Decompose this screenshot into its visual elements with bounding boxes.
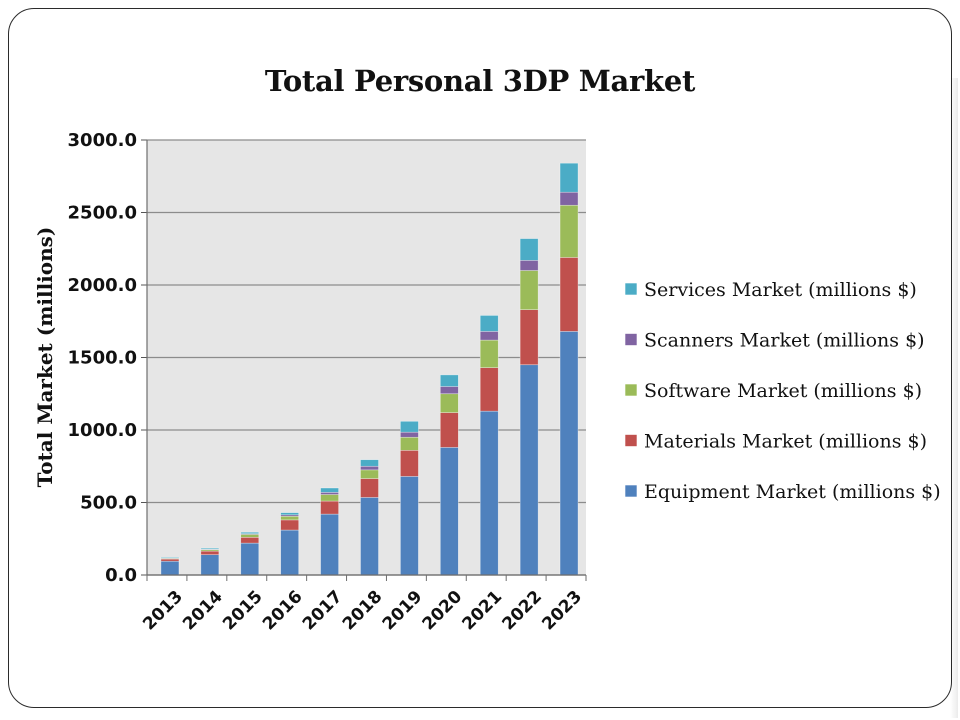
bar-segment [440, 386, 459, 395]
legend-label: Materials Market (millions $) [644, 431, 927, 453]
bar-segment [400, 476, 419, 576]
bar-segment [280, 519, 299, 531]
bar-segment [400, 436, 419, 451]
y-tick-label: 1500.0 [68, 348, 137, 369]
bar-segment [479, 410, 499, 576]
bar-segment [360, 465, 379, 471]
bar-segment [559, 257, 579, 332]
x-tick-label: 2017 [299, 587, 347, 635]
y-tick-label: 0.0 [105, 565, 137, 586]
bar-segment [240, 542, 260, 576]
bar-segment [519, 260, 539, 271]
bar-segment [360, 469, 379, 479]
bar-segment [519, 309, 539, 366]
slide-shadow [950, 78, 958, 718]
axes [146, 140, 587, 581]
legend-label: Equipment Market (millions $) [644, 481, 941, 503]
bar-segment [320, 513, 339, 576]
x-tick-label: 2013 [139, 587, 187, 635]
bar-segment [440, 447, 459, 576]
x-tick-label: 2014 [179, 587, 227, 635]
bar-segment [519, 238, 539, 261]
chart-title: Total Personal 3DP Market [264, 64, 696, 98]
bar-segment [479, 367, 499, 412]
x-tick-label: 2019 [379, 587, 427, 635]
bar-segment [200, 547, 220, 550]
legend-swatch [624, 333, 638, 346]
bar-segment [360, 478, 379, 498]
bar-segment [360, 497, 379, 576]
y-tick-label: 2500.0 [68, 203, 137, 224]
legend-swatch [624, 383, 638, 397]
bar-segment [559, 191, 579, 206]
bar-segment [519, 270, 539, 310]
bar-segment [160, 557, 180, 559]
y-axis-label: Total Market (millions) [33, 227, 57, 488]
bar-segment [280, 529, 299, 576]
x-tick-label: 2021 [459, 587, 507, 635]
bar-segment [559, 162, 579, 193]
legend-swatch [624, 282, 638, 296]
x-tick-labels: 2013201420152016201720182019202020212022… [139, 587, 586, 635]
bar-segment [440, 374, 459, 387]
bar-segment [479, 315, 499, 332]
bar-segment [280, 512, 299, 516]
legend-label: Software Market (millions $) [644, 380, 922, 402]
x-tick-label: 2018 [339, 587, 387, 635]
legend-label: Services Market (millions $) [644, 279, 917, 301]
bar-segment [559, 204, 579, 258]
bar-segment [440, 393, 459, 413]
legend: Services Market (millions $) Scanners Mar… [624, 279, 941, 503]
bar-segment [240, 536, 260, 544]
bar-segment [200, 550, 220, 556]
bar-segment [519, 364, 539, 576]
x-tick-label: 2016 [259, 587, 307, 635]
legend-swatch [624, 484, 638, 498]
bar-segment [160, 560, 180, 576]
bar-segment [160, 558, 180, 562]
bar-segment [280, 515, 299, 521]
bar-segment [240, 531, 260, 534]
x-tick-label: 2020 [419, 587, 467, 635]
y-tick-label: 500.0 [80, 493, 137, 514]
y-tick-label: 1000.0 [68, 420, 137, 441]
bars-group [160, 162, 579, 576]
bar-segment [240, 534, 260, 538]
bar-segment [400, 449, 419, 477]
y-tick-label: 2000.0 [68, 275, 137, 296]
bar-segment [320, 500, 339, 515]
bar-segment [360, 459, 379, 467]
bar-segment [479, 331, 499, 341]
bar-segment [320, 492, 339, 495]
bar-segment [200, 554, 220, 576]
y-tick-labels: 0.0 500.0 1000.0 1500.0 2000.0 2500.0 3000.0 [68, 130, 137, 586]
y-tick-label: 3000.0 [68, 130, 137, 151]
bar-segment [320, 487, 339, 493]
bar-segment [400, 431, 419, 438]
bar-segment [479, 339, 499, 368]
x-tick-label: 2015 [219, 587, 267, 635]
bar-segment [559, 331, 579, 576]
x-tick-label: 2022 [498, 587, 546, 635]
bar-segment [440, 412, 459, 448]
x-tick-label: 2023 [538, 587, 586, 635]
legend-label: Scanners Market (millions $) [644, 330, 925, 352]
bar-segment [320, 494, 339, 502]
legend-swatch [624, 434, 638, 447]
bar-segment [400, 420, 419, 433]
